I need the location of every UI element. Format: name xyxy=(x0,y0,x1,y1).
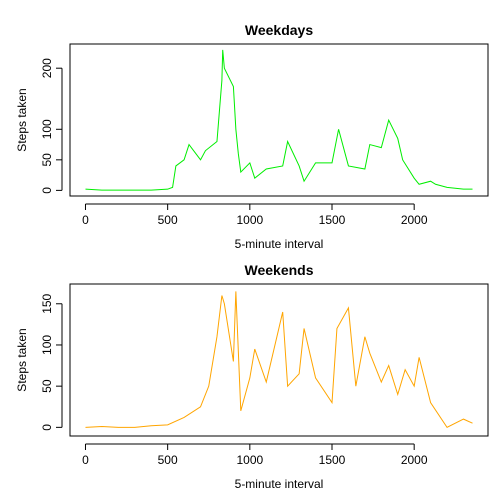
x-tick-label: 1500 xyxy=(319,213,346,227)
x-tick-label: 500 xyxy=(158,213,178,227)
x-tick-label: 0 xyxy=(82,453,89,467)
y-tick-label: 50 xyxy=(40,379,54,393)
y-tick-label: 200 xyxy=(40,58,54,78)
y-tick-label: 100 xyxy=(40,335,54,355)
data-line xyxy=(85,291,473,428)
x-tick-label: 500 xyxy=(158,453,178,467)
data-line xyxy=(85,49,473,191)
x-tick-label: 1000 xyxy=(236,453,263,467)
y-tick-label: 0 xyxy=(40,187,54,194)
x-tick-label: 1000 xyxy=(236,213,263,227)
x-tick-label: 2000 xyxy=(401,213,428,227)
plot-box xyxy=(69,43,489,197)
plot-box xyxy=(69,283,489,437)
x-tick-label: 2000 xyxy=(401,453,428,467)
chart-title: Weekends xyxy=(245,262,314,278)
y-axis-label: Steps taken xyxy=(15,328,29,391)
y-tick-label: 150 xyxy=(40,293,54,313)
y-tick-label: 100 xyxy=(40,119,54,139)
y-tick-label: 0 xyxy=(40,424,54,431)
x-axis-label: 5-minute interval xyxy=(235,477,324,491)
y-axis-label: Steps taken xyxy=(15,88,29,151)
x-tick-label: 0 xyxy=(82,213,89,227)
y-tick-label: 50 xyxy=(40,153,54,167)
x-axis-label: 5-minute interval xyxy=(235,237,324,251)
x-tick-label: 1500 xyxy=(319,453,346,467)
chart-title: Weekdays xyxy=(245,22,313,38)
